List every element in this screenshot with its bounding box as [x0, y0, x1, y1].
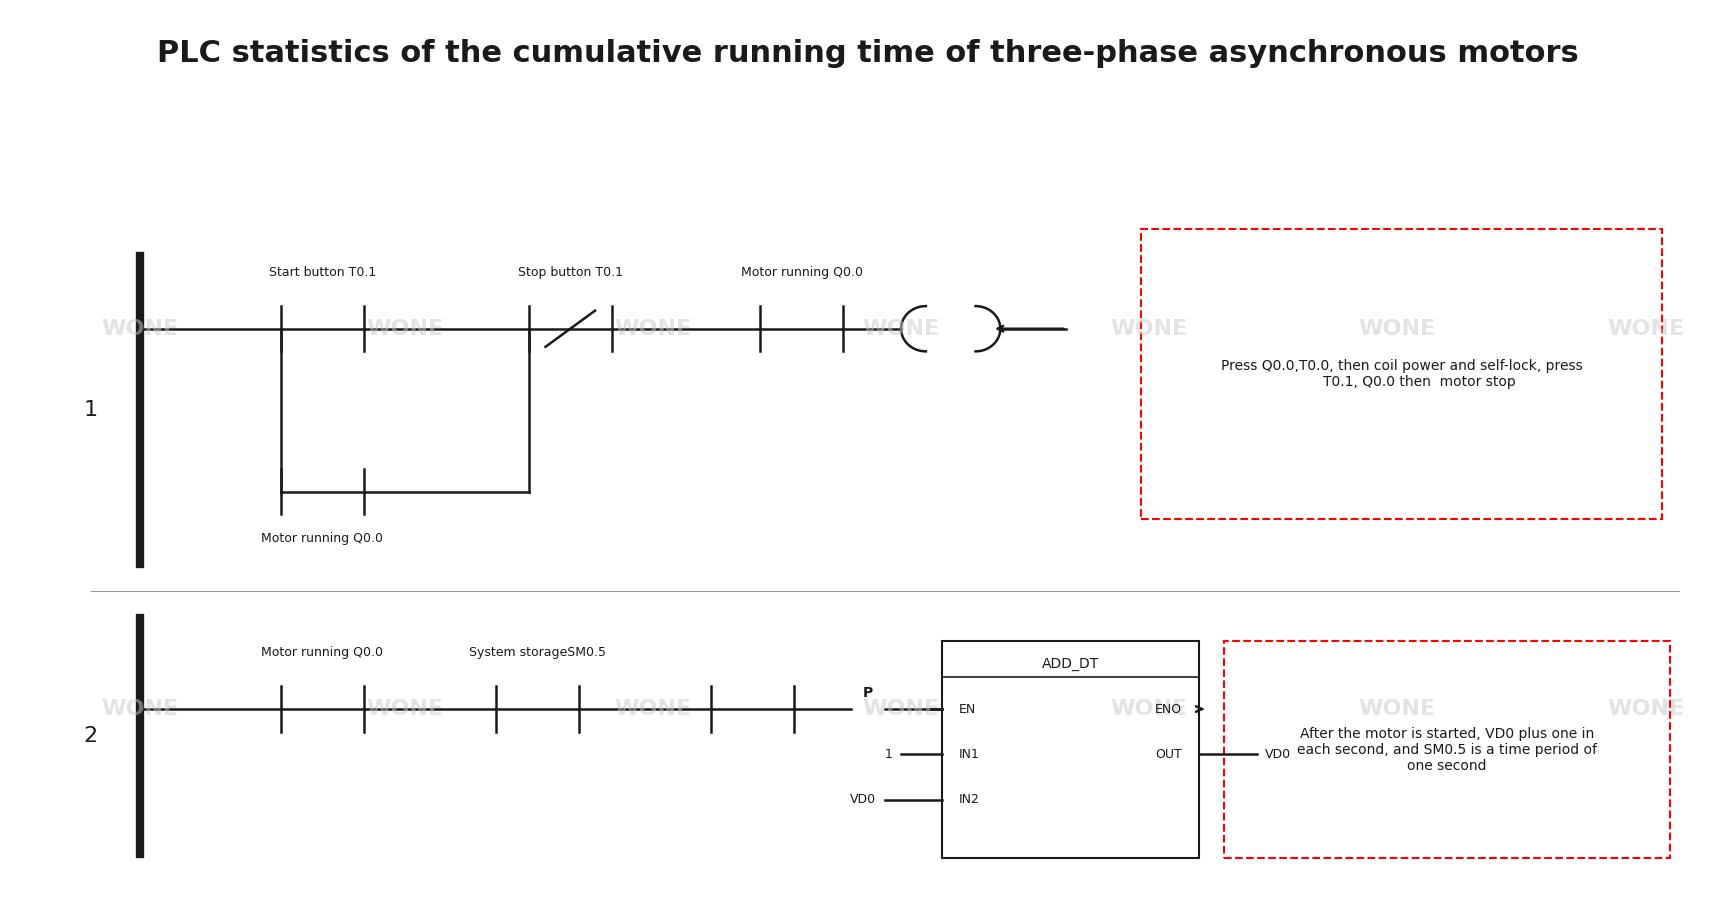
Bar: [943, 641, 1200, 858]
Text: IN1: IN1: [958, 748, 979, 761]
Text: Stop button T0.1: Stop button T0.1: [517, 266, 623, 279]
Text: System storageSM0.5: System storageSM0.5: [469, 646, 606, 660]
Text: WONE: WONE: [1359, 699, 1436, 719]
Text: 1: 1: [83, 400, 97, 420]
Text: 1: 1: [885, 748, 892, 761]
Text: P: P: [863, 686, 873, 700]
Text: WONE: WONE: [1608, 699, 1684, 719]
Text: ADD_DT: ADD_DT: [1042, 658, 1099, 671]
Text: 2: 2: [83, 726, 97, 746]
Text: WONE: WONE: [1359, 319, 1436, 339]
Text: WONE: WONE: [102, 699, 179, 719]
Text: ENO: ENO: [1154, 702, 1182, 715]
Text: WONE: WONE: [366, 699, 443, 719]
Text: After the motor is started, VD0 plus one in
each second, and SM0.5 is a time per: After the motor is started, VD0 plus one…: [1297, 727, 1597, 773]
Text: Motor running Q0.0: Motor running Q0.0: [741, 266, 863, 279]
Text: VD0: VD0: [851, 793, 877, 806]
Text: IN2: IN2: [958, 793, 979, 806]
Text: WONE: WONE: [615, 319, 691, 339]
Text: WONE: WONE: [1111, 319, 1187, 339]
Text: PLC statistics of the cumulative running time of three-phase asynchronous motors: PLC statistics of the cumulative running…: [158, 39, 1578, 68]
Text: Press Q0.0,T0.0, then coil power and self-lock, press
        T0.1, Q0.0 then  m: Press Q0.0,T0.0, then coil power and sel…: [1220, 359, 1581, 389]
Text: WONE: WONE: [863, 319, 939, 339]
Text: WONE: WONE: [1111, 699, 1187, 719]
Text: EN: EN: [958, 702, 976, 715]
Text: Start button T0.1: Start button T0.1: [269, 266, 375, 279]
Text: VD0: VD0: [1266, 748, 1292, 761]
Text: OUT: OUT: [1156, 748, 1182, 761]
Text: WONE: WONE: [863, 699, 939, 719]
Text: WONE: WONE: [615, 699, 691, 719]
Text: WONE: WONE: [102, 319, 179, 339]
Text: Motor running Q0.0: Motor running Q0.0: [260, 646, 384, 660]
Text: WONE: WONE: [366, 319, 443, 339]
Text: Motor running Q0.0: Motor running Q0.0: [260, 532, 384, 546]
Text: WONE: WONE: [1608, 319, 1684, 339]
